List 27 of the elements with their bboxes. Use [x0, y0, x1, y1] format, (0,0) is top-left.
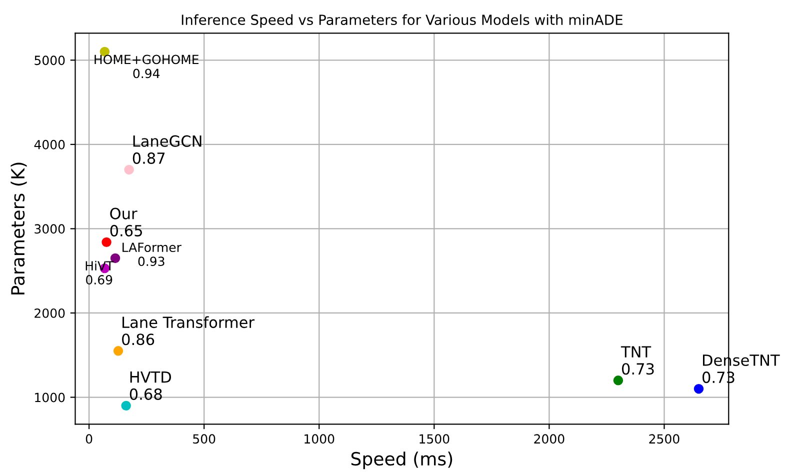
annotation: LAFormer 0.93 [122, 242, 182, 266]
y-axis-title: Parameters (K) [10, 162, 27, 294]
x-tick-label: 2500 [649, 434, 680, 444]
y-tick-label: 3000 [34, 224, 65, 234]
annotation: Lane Transformer 0.86 [122, 316, 255, 346]
point [613, 376, 624, 386]
x-tick-label: 2000 [534, 434, 564, 444]
point [102, 237, 112, 248]
point [694, 384, 704, 394]
annotation: HOME+GOHOME 0.94 [94, 54, 198, 78]
point [124, 164, 134, 175]
y-tick-label: 2000 [34, 308, 65, 318]
point [121, 400, 131, 411]
annotation: HVTD 0.68 [130, 371, 171, 400]
point [113, 346, 124, 356]
x-tick-label: 1000 [304, 434, 334, 444]
annotation: LaneGCN 0.87 [132, 135, 202, 164]
chart-title: Inference Speed vs Parameters for Various Models with minADE [182, 14, 622, 28]
y-tick-label: 1000 [35, 392, 65, 402]
x-tick-label: 1500 [420, 434, 450, 444]
x-tick-label: 0 [86, 434, 92, 444]
x-axis-title: Speed (ms) [351, 452, 452, 470]
annotation: Our 0.65 [110, 208, 142, 236]
annotation: TNT 0.73 [620, 346, 654, 375]
y-tick-label: 4000 [34, 140, 65, 150]
y-tick-label: 5000 [34, 56, 65, 66]
x-tick-label: 500 [193, 434, 216, 444]
